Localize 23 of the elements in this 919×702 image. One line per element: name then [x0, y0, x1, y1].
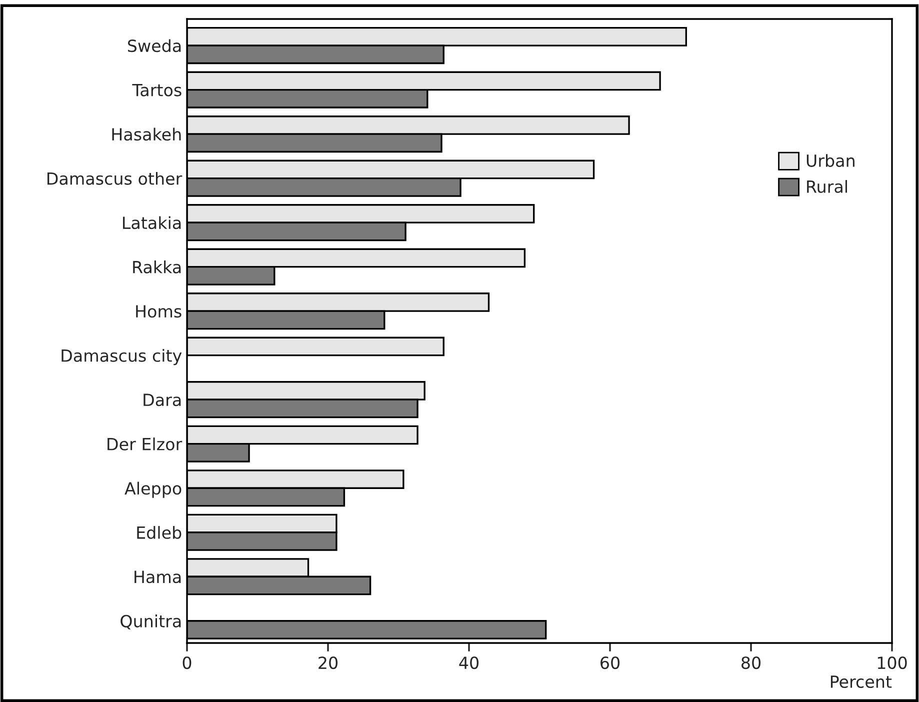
x-tick-label: 40: [459, 656, 478, 670]
y-tick-label: Edleb: [137, 526, 182, 539]
y-tick-label: Hama: [134, 570, 181, 584]
x-tick-label: 0: [182, 656, 192, 670]
x-tick-label: 80: [742, 656, 760, 670]
x-axis-title: Percent: [830, 676, 892, 688]
y-tick-label: Dara: [144, 394, 181, 406]
y-tick-label: Sweda: [128, 39, 181, 52]
y-tick-label: Homs: [136, 305, 182, 318]
y-tick-label: Damascus city: [62, 349, 182, 366]
y-tick-label: Rakka: [133, 260, 181, 274]
y-tick-label: Damascus other: [47, 172, 182, 185]
x-tick-label: 100: [878, 656, 907, 670]
y-tick-label: Tartos: [132, 84, 182, 96]
y-tick-label: Aleppo: [124, 482, 182, 498]
x-tick-label: 60: [600, 656, 620, 670]
y-tick-label: Qunitra: [120, 614, 181, 630]
legend-label: Urban: [806, 154, 854, 167]
legend-label: Rural: [807, 180, 847, 193]
x-tick-label: 20: [318, 656, 338, 670]
y-tick-label: Hasakeh: [112, 128, 181, 141]
y-tick-label: Der Elzor: [108, 438, 182, 450]
y-tick-label: Latakia: [123, 216, 181, 230]
